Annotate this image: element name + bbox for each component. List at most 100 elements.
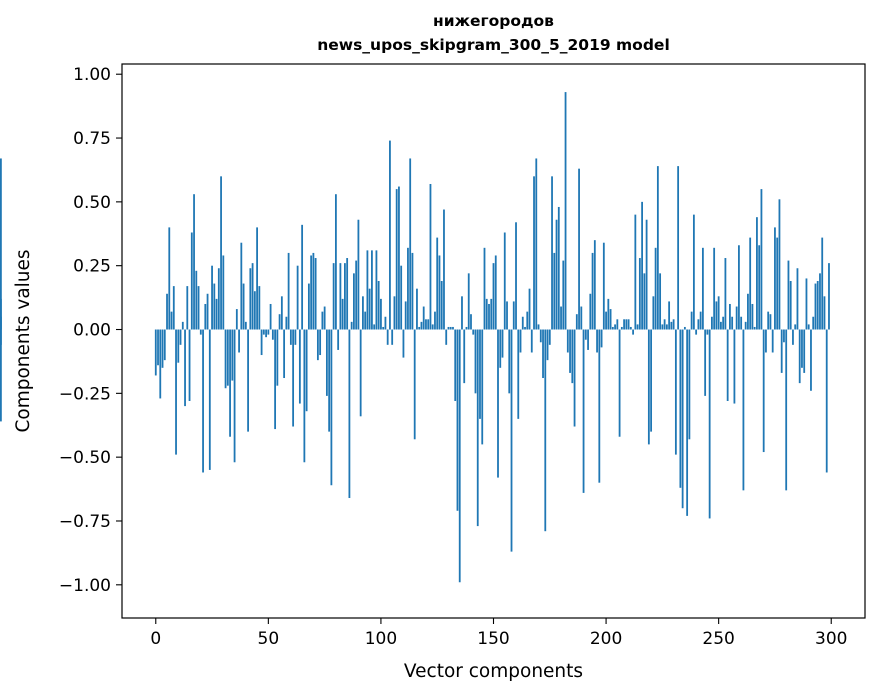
bar — [683, 326, 686, 330]
bar — [339, 263, 342, 330]
bar — [229, 329, 231, 437]
bar — [751, 303, 754, 330]
bar — [796, 268, 799, 330]
bar — [557, 206, 560, 330]
bar — [0, 316, 2, 330]
bar — [674, 329, 677, 455]
bar — [677, 166, 680, 330]
bar — [560, 306, 562, 330]
bar — [668, 301, 671, 330]
bar — [163, 329, 166, 361]
bar — [722, 316, 725, 330]
bar — [638, 258, 641, 330]
bar — [623, 319, 625, 330]
bar — [247, 329, 249, 432]
bar — [467, 273, 470, 330]
bar — [179, 329, 182, 345]
bar — [463, 329, 466, 384]
bar — [355, 260, 358, 330]
bar — [704, 329, 707, 396]
bar — [316, 329, 319, 361]
bar — [805, 278, 808, 330]
bar — [499, 329, 502, 368]
bar — [289, 329, 292, 345]
bar — [587, 329, 589, 350]
bar — [783, 329, 785, 343]
bar — [215, 298, 218, 330]
bar — [256, 227, 258, 330]
bar — [341, 298, 344, 330]
bar — [823, 296, 826, 330]
bar — [620, 326, 623, 330]
bar — [330, 329, 333, 486]
bar — [607, 298, 610, 330]
bar — [206, 293, 209, 330]
bar — [389, 140, 391, 330]
bar — [472, 329, 475, 335]
bar — [438, 255, 441, 330]
bar — [780, 329, 783, 373]
bar — [384, 316, 387, 330]
bar — [767, 311, 770, 330]
x-tick-label: 100 — [365, 629, 397, 649]
bar — [386, 329, 389, 345]
bar — [0, 329, 2, 345]
bar — [564, 92, 567, 330]
bar — [521, 316, 524, 330]
x-tick-label: 300 — [815, 629, 847, 649]
bar — [213, 283, 216, 330]
bar — [758, 245, 761, 330]
bar — [756, 217, 758, 330]
bar — [436, 237, 439, 330]
chart-subtitle: news_upos_skipgram_300_5_2019 model — [317, 36, 670, 54]
bar — [407, 247, 409, 330]
bar — [238, 329, 240, 353]
bar — [738, 245, 740, 330]
bar — [294, 329, 297, 345]
bar — [485, 298, 488, 330]
bar — [701, 247, 704, 330]
bar — [400, 265, 403, 330]
bar — [274, 329, 277, 430]
bar — [713, 247, 716, 330]
bar — [510, 329, 513, 552]
bar — [542, 329, 544, 379]
bar — [686, 329, 689, 516]
bar — [0, 329, 2, 422]
y-tick-label: −0.75 — [59, 512, 111, 532]
bar — [260, 329, 263, 356]
bar — [636, 324, 639, 330]
bar — [627, 319, 630, 330]
bar — [0, 158, 2, 330]
bar — [0, 298, 2, 330]
bar — [807, 324, 810, 330]
bar — [411, 252, 414, 330]
bar — [434, 311, 436, 330]
bar — [190, 232, 193, 330]
bar — [566, 329, 569, 353]
x-axis-label: Vector components — [404, 661, 583, 682]
bar — [710, 316, 713, 330]
bar — [166, 293, 168, 330]
bar — [377, 281, 380, 330]
bar — [753, 326, 756, 330]
bar — [544, 329, 547, 532]
bar — [494, 255, 497, 330]
bar — [301, 224, 304, 330]
bar — [634, 214, 637, 330]
bar — [717, 296, 720, 330]
bar — [193, 194, 195, 330]
bar — [490, 298, 493, 330]
bar — [625, 319, 628, 330]
bar — [519, 329, 522, 353]
bar — [265, 329, 267, 338]
bar — [199, 329, 202, 335]
bar — [794, 324, 797, 330]
bar — [222, 255, 225, 330]
bar — [512, 301, 515, 330]
bar — [154, 329, 157, 376]
bar — [821, 237, 824, 330]
bar — [447, 326, 450, 330]
bar — [269, 303, 272, 330]
